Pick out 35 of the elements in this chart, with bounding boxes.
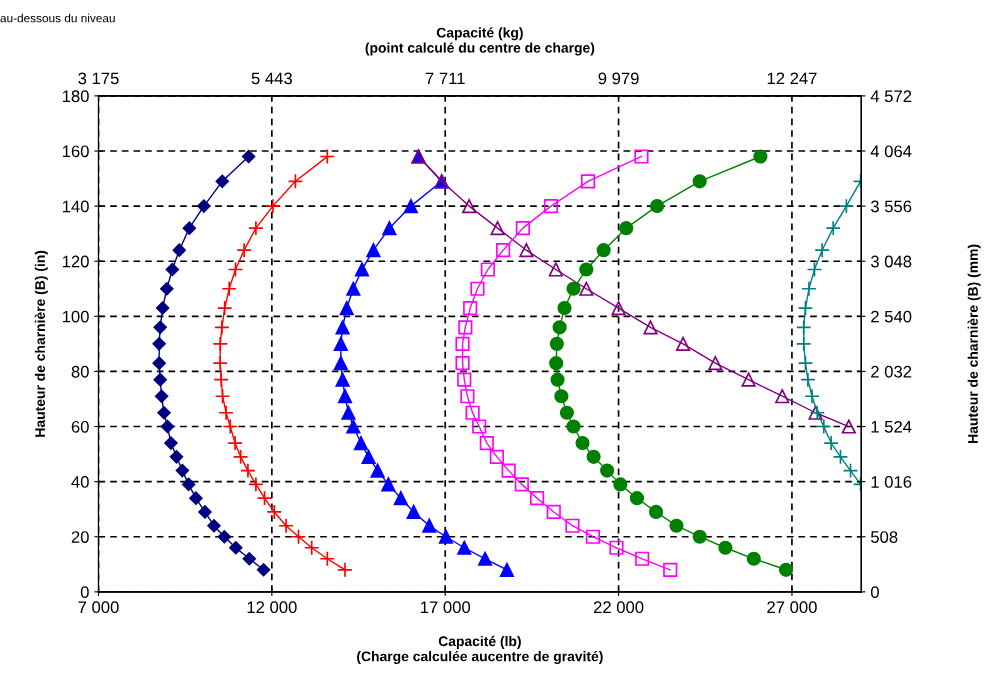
y2-tick-label: 2 032 <box>871 365 912 378</box>
x2-axis-title: Capacité (kg) (point calculé du centre de charge) <box>365 27 595 56</box>
y-tick-label: 180 <box>62 90 89 103</box>
x2-tick-label: 5 443 <box>251 72 292 85</box>
x-axis-title: Capacité (lb) (Charge calculée aucentre de gravité) <box>357 635 603 665</box>
x2-tick-label: 9 979 <box>598 72 639 85</box>
x-tick-label: 17 000 <box>421 601 471 614</box>
x2-tick-label: 7 711 <box>425 72 465 85</box>
y2-tick-label: 4 572 <box>870 90 912 103</box>
y-tick-label: 40 <box>71 476 89 488</box>
y-tick-label: 140 <box>62 200 89 213</box>
y2-tick-label: 2 540 <box>871 310 912 323</box>
y2-axis-title: Hauteur de charnière (B) (mm) <box>967 244 981 443</box>
x2-tick-label: 3 175 <box>78 72 119 85</box>
y2-tick-label: 508 <box>870 531 898 543</box>
y-tick-label: 60 <box>71 420 89 433</box>
y-tick-label: 20 <box>71 531 89 543</box>
x-tick-label: 12 000 <box>247 601 297 614</box>
y-tick-label: 100 <box>62 310 89 323</box>
y-tick-label: 160 <box>62 145 89 158</box>
y2-tick-label: 0 <box>870 586 879 599</box>
text: au-dessous du niveau <box>0 13 115 23</box>
y2-tick-label: 4 064 <box>870 145 912 158</box>
y2-tick-label: 3 556 <box>870 200 912 213</box>
y2-tick-label: 1 016 <box>871 476 912 488</box>
y2-tick-label: 1 524 <box>871 420 912 433</box>
y-tick-label: 80 <box>71 365 89 378</box>
y-tick-label: 0 <box>80 586 89 599</box>
y-tick-label: 120 <box>62 255 89 268</box>
y2-tick-label: 3 048 <box>870 255 912 268</box>
y-axis-title: Hauteur de charnière (B) (in) <box>34 250 48 437</box>
x-tick-label: 22 000 <box>593 601 644 614</box>
x2-tick-label: 12 247 <box>767 72 817 85</box>
x-tick-label: 7 000 <box>78 601 119 614</box>
x-tick-label: 27 000 <box>767 601 817 614</box>
